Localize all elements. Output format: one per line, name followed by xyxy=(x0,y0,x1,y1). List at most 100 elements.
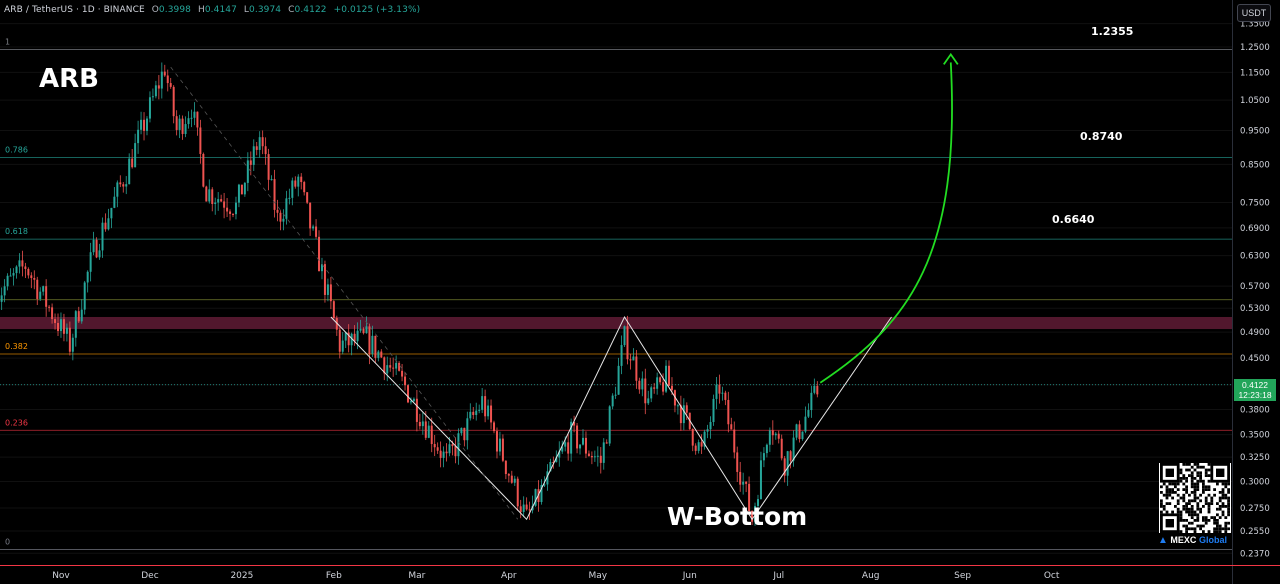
target-label-3: 1.2355 xyxy=(1091,25,1134,38)
candle xyxy=(190,109,193,128)
candle xyxy=(816,381,819,398)
candle xyxy=(623,325,626,348)
candle xyxy=(0,287,3,311)
candle xyxy=(635,349,638,389)
low-value: 0.3974 xyxy=(249,5,282,15)
candle xyxy=(490,399,493,430)
candle xyxy=(632,348,635,361)
candle xyxy=(484,389,487,423)
open-label: O xyxy=(151,5,159,15)
time-tick-label: May xyxy=(589,571,608,581)
candle xyxy=(650,385,653,403)
trend-line xyxy=(170,66,519,520)
candle xyxy=(555,450,558,463)
countdown-value: 12:23:18 xyxy=(1238,390,1272,400)
candle xyxy=(685,402,688,420)
candle xyxy=(706,424,709,439)
candle xyxy=(739,461,742,492)
candle xyxy=(460,427,463,436)
candle xyxy=(234,196,237,220)
candle xyxy=(584,431,587,459)
candle xyxy=(193,102,196,126)
candle xyxy=(365,316,368,334)
close-label: C xyxy=(288,5,295,15)
candle xyxy=(122,182,125,193)
price-tick-label: 0.2550 xyxy=(1240,527,1270,537)
candle xyxy=(246,152,249,192)
candle xyxy=(208,179,211,204)
candle xyxy=(421,411,424,435)
resistance-zone-band xyxy=(0,316,1232,330)
candle xyxy=(807,403,810,418)
candle xyxy=(347,324,350,353)
time-tick-label: Mar xyxy=(408,571,425,581)
candle xyxy=(30,272,33,289)
candle xyxy=(395,355,398,376)
candle xyxy=(525,497,528,511)
candle xyxy=(297,174,300,197)
candle xyxy=(756,494,759,511)
candle xyxy=(493,420,496,434)
time-tick-label: 2025 xyxy=(230,571,253,581)
time-tick-label: Feb xyxy=(326,571,342,581)
candle xyxy=(315,219,318,239)
candle xyxy=(398,361,401,372)
candle xyxy=(656,372,659,395)
time-tick-label: Sep xyxy=(954,571,971,581)
candle xyxy=(418,413,421,430)
high-label: H xyxy=(197,5,205,15)
candle xyxy=(579,444,582,455)
qr-code-icon xyxy=(1159,463,1231,533)
candle xyxy=(276,199,279,222)
candle xyxy=(199,119,202,164)
candle xyxy=(415,389,418,432)
candle xyxy=(166,69,169,92)
candle xyxy=(617,357,620,395)
current-price-value: 0.4122 xyxy=(1242,380,1268,390)
price-tick-label: 0.2750 xyxy=(1240,504,1270,514)
resistance-zone xyxy=(0,316,1232,330)
candle xyxy=(3,279,6,303)
price-tick-label: 1.3500 xyxy=(1240,20,1270,30)
candle xyxy=(436,442,439,454)
candle xyxy=(226,197,229,217)
candle xyxy=(21,250,24,277)
candle xyxy=(181,115,184,140)
candle xyxy=(243,181,246,197)
candle xyxy=(205,185,208,202)
time-tick-label: Apr xyxy=(501,571,517,581)
candle xyxy=(59,312,62,338)
candle xyxy=(644,368,647,415)
candle xyxy=(211,187,214,212)
candle xyxy=(404,372,407,391)
target-label-2: 0.8740 xyxy=(1080,130,1123,143)
candle xyxy=(558,441,561,467)
candle xyxy=(727,391,730,433)
candle xyxy=(15,265,18,279)
candle xyxy=(48,305,51,312)
candle xyxy=(68,321,71,356)
candle xyxy=(380,349,383,358)
candle xyxy=(386,356,389,382)
candle xyxy=(513,475,516,486)
candle xyxy=(472,406,475,420)
candle xyxy=(36,276,39,305)
candle xyxy=(662,373,665,396)
candle xyxy=(86,270,89,293)
candle xyxy=(264,137,267,165)
candle xyxy=(42,285,45,296)
candle xyxy=(475,402,478,421)
low-label: L xyxy=(243,5,250,15)
candle xyxy=(71,333,74,361)
candle xyxy=(374,335,377,363)
candle xyxy=(694,443,697,455)
currency-button[interactable]: USDT xyxy=(1237,4,1271,22)
candle xyxy=(323,260,326,303)
price-tick-label: 1.2500 xyxy=(1240,43,1270,53)
close-value: 0.4122 xyxy=(294,5,327,15)
time-tick-label: Oct xyxy=(1044,571,1060,581)
candle xyxy=(220,194,223,203)
candle xyxy=(160,62,163,99)
